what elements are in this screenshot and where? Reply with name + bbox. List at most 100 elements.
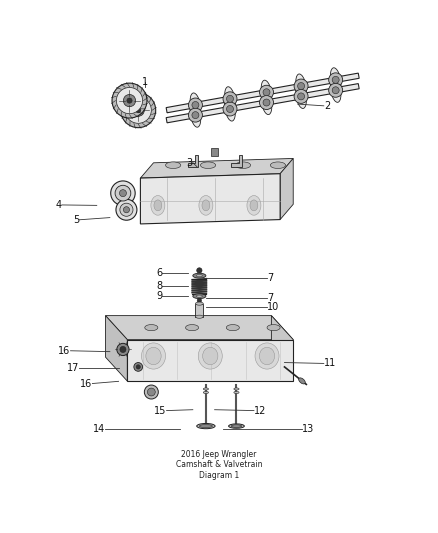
Circle shape [192, 101, 199, 109]
Ellipse shape [193, 273, 206, 278]
Circle shape [120, 346, 126, 352]
Ellipse shape [201, 162, 216, 168]
Ellipse shape [197, 423, 215, 429]
Ellipse shape [234, 391, 239, 393]
Ellipse shape [190, 93, 201, 117]
Circle shape [115, 185, 131, 201]
Bar [211, 148, 218, 156]
Polygon shape [280, 158, 293, 220]
Polygon shape [166, 84, 359, 123]
Circle shape [120, 190, 127, 197]
Ellipse shape [195, 315, 203, 318]
Text: 7: 7 [267, 293, 273, 303]
Ellipse shape [151, 196, 165, 215]
Circle shape [117, 343, 129, 356]
Circle shape [125, 97, 151, 123]
Circle shape [197, 268, 202, 273]
Circle shape [332, 76, 339, 83]
Ellipse shape [154, 200, 162, 211]
Text: 2: 2 [324, 101, 330, 111]
Ellipse shape [141, 343, 166, 369]
Circle shape [121, 93, 155, 128]
Polygon shape [141, 174, 280, 224]
Polygon shape [106, 316, 293, 340]
Polygon shape [141, 158, 293, 178]
Ellipse shape [259, 348, 275, 365]
Ellipse shape [196, 274, 202, 277]
Circle shape [132, 104, 145, 116]
Ellipse shape [270, 162, 286, 168]
Circle shape [145, 385, 158, 399]
Polygon shape [166, 73, 359, 113]
Circle shape [112, 83, 147, 118]
Ellipse shape [261, 91, 272, 115]
Circle shape [136, 365, 141, 369]
Circle shape [134, 362, 143, 372]
Circle shape [223, 92, 237, 106]
Circle shape [226, 95, 233, 102]
Ellipse shape [296, 84, 306, 108]
Text: 16: 16 [80, 378, 92, 389]
Text: 12: 12 [254, 406, 266, 416]
Circle shape [328, 73, 343, 87]
Text: 17: 17 [67, 363, 79, 373]
Ellipse shape [226, 325, 240, 330]
Circle shape [263, 89, 270, 96]
Ellipse shape [199, 196, 213, 215]
Text: 11: 11 [324, 358, 336, 368]
Ellipse shape [199, 425, 212, 427]
Ellipse shape [186, 325, 198, 330]
Circle shape [124, 94, 136, 107]
Ellipse shape [296, 74, 306, 98]
Ellipse shape [229, 424, 244, 428]
Ellipse shape [202, 200, 210, 211]
Ellipse shape [247, 196, 261, 215]
Bar [195, 304, 203, 317]
Ellipse shape [261, 80, 272, 104]
Ellipse shape [225, 87, 235, 111]
Ellipse shape [203, 391, 208, 393]
Ellipse shape [299, 378, 305, 384]
Circle shape [260, 95, 273, 109]
Text: 3: 3 [187, 158, 193, 167]
Ellipse shape [231, 425, 242, 427]
Ellipse shape [195, 302, 203, 305]
Ellipse shape [234, 388, 239, 390]
Circle shape [223, 102, 237, 116]
Ellipse shape [203, 348, 218, 365]
Circle shape [294, 79, 308, 93]
Ellipse shape [146, 348, 161, 365]
Text: 8: 8 [156, 281, 162, 291]
Circle shape [197, 298, 201, 303]
Ellipse shape [235, 162, 251, 168]
Circle shape [260, 85, 273, 99]
Circle shape [111, 181, 135, 205]
Circle shape [120, 203, 133, 216]
Circle shape [332, 87, 339, 94]
Text: 13: 13 [302, 424, 314, 434]
Ellipse shape [166, 162, 181, 168]
Text: 10: 10 [267, 302, 279, 312]
Ellipse shape [255, 343, 279, 369]
Circle shape [148, 388, 155, 396]
Text: 15: 15 [154, 406, 166, 416]
Circle shape [294, 90, 308, 103]
Circle shape [297, 83, 304, 90]
Text: 6: 6 [156, 269, 162, 278]
Circle shape [226, 106, 233, 112]
Text: 4: 4 [56, 200, 62, 210]
Polygon shape [187, 155, 198, 167]
Circle shape [297, 93, 304, 100]
Polygon shape [231, 155, 242, 167]
Circle shape [127, 98, 132, 103]
Text: 7: 7 [267, 273, 273, 283]
Ellipse shape [330, 78, 341, 102]
Ellipse shape [198, 343, 222, 369]
Text: 2016 Jeep Wrangler
Camshaft & Valvetrain
Diagram 1: 2016 Jeep Wrangler Camshaft & Valvetrain… [176, 450, 262, 480]
Circle shape [192, 111, 199, 119]
Ellipse shape [330, 68, 341, 92]
Circle shape [188, 98, 202, 112]
Polygon shape [127, 340, 293, 381]
Ellipse shape [193, 294, 206, 298]
Text: 9: 9 [156, 291, 162, 301]
